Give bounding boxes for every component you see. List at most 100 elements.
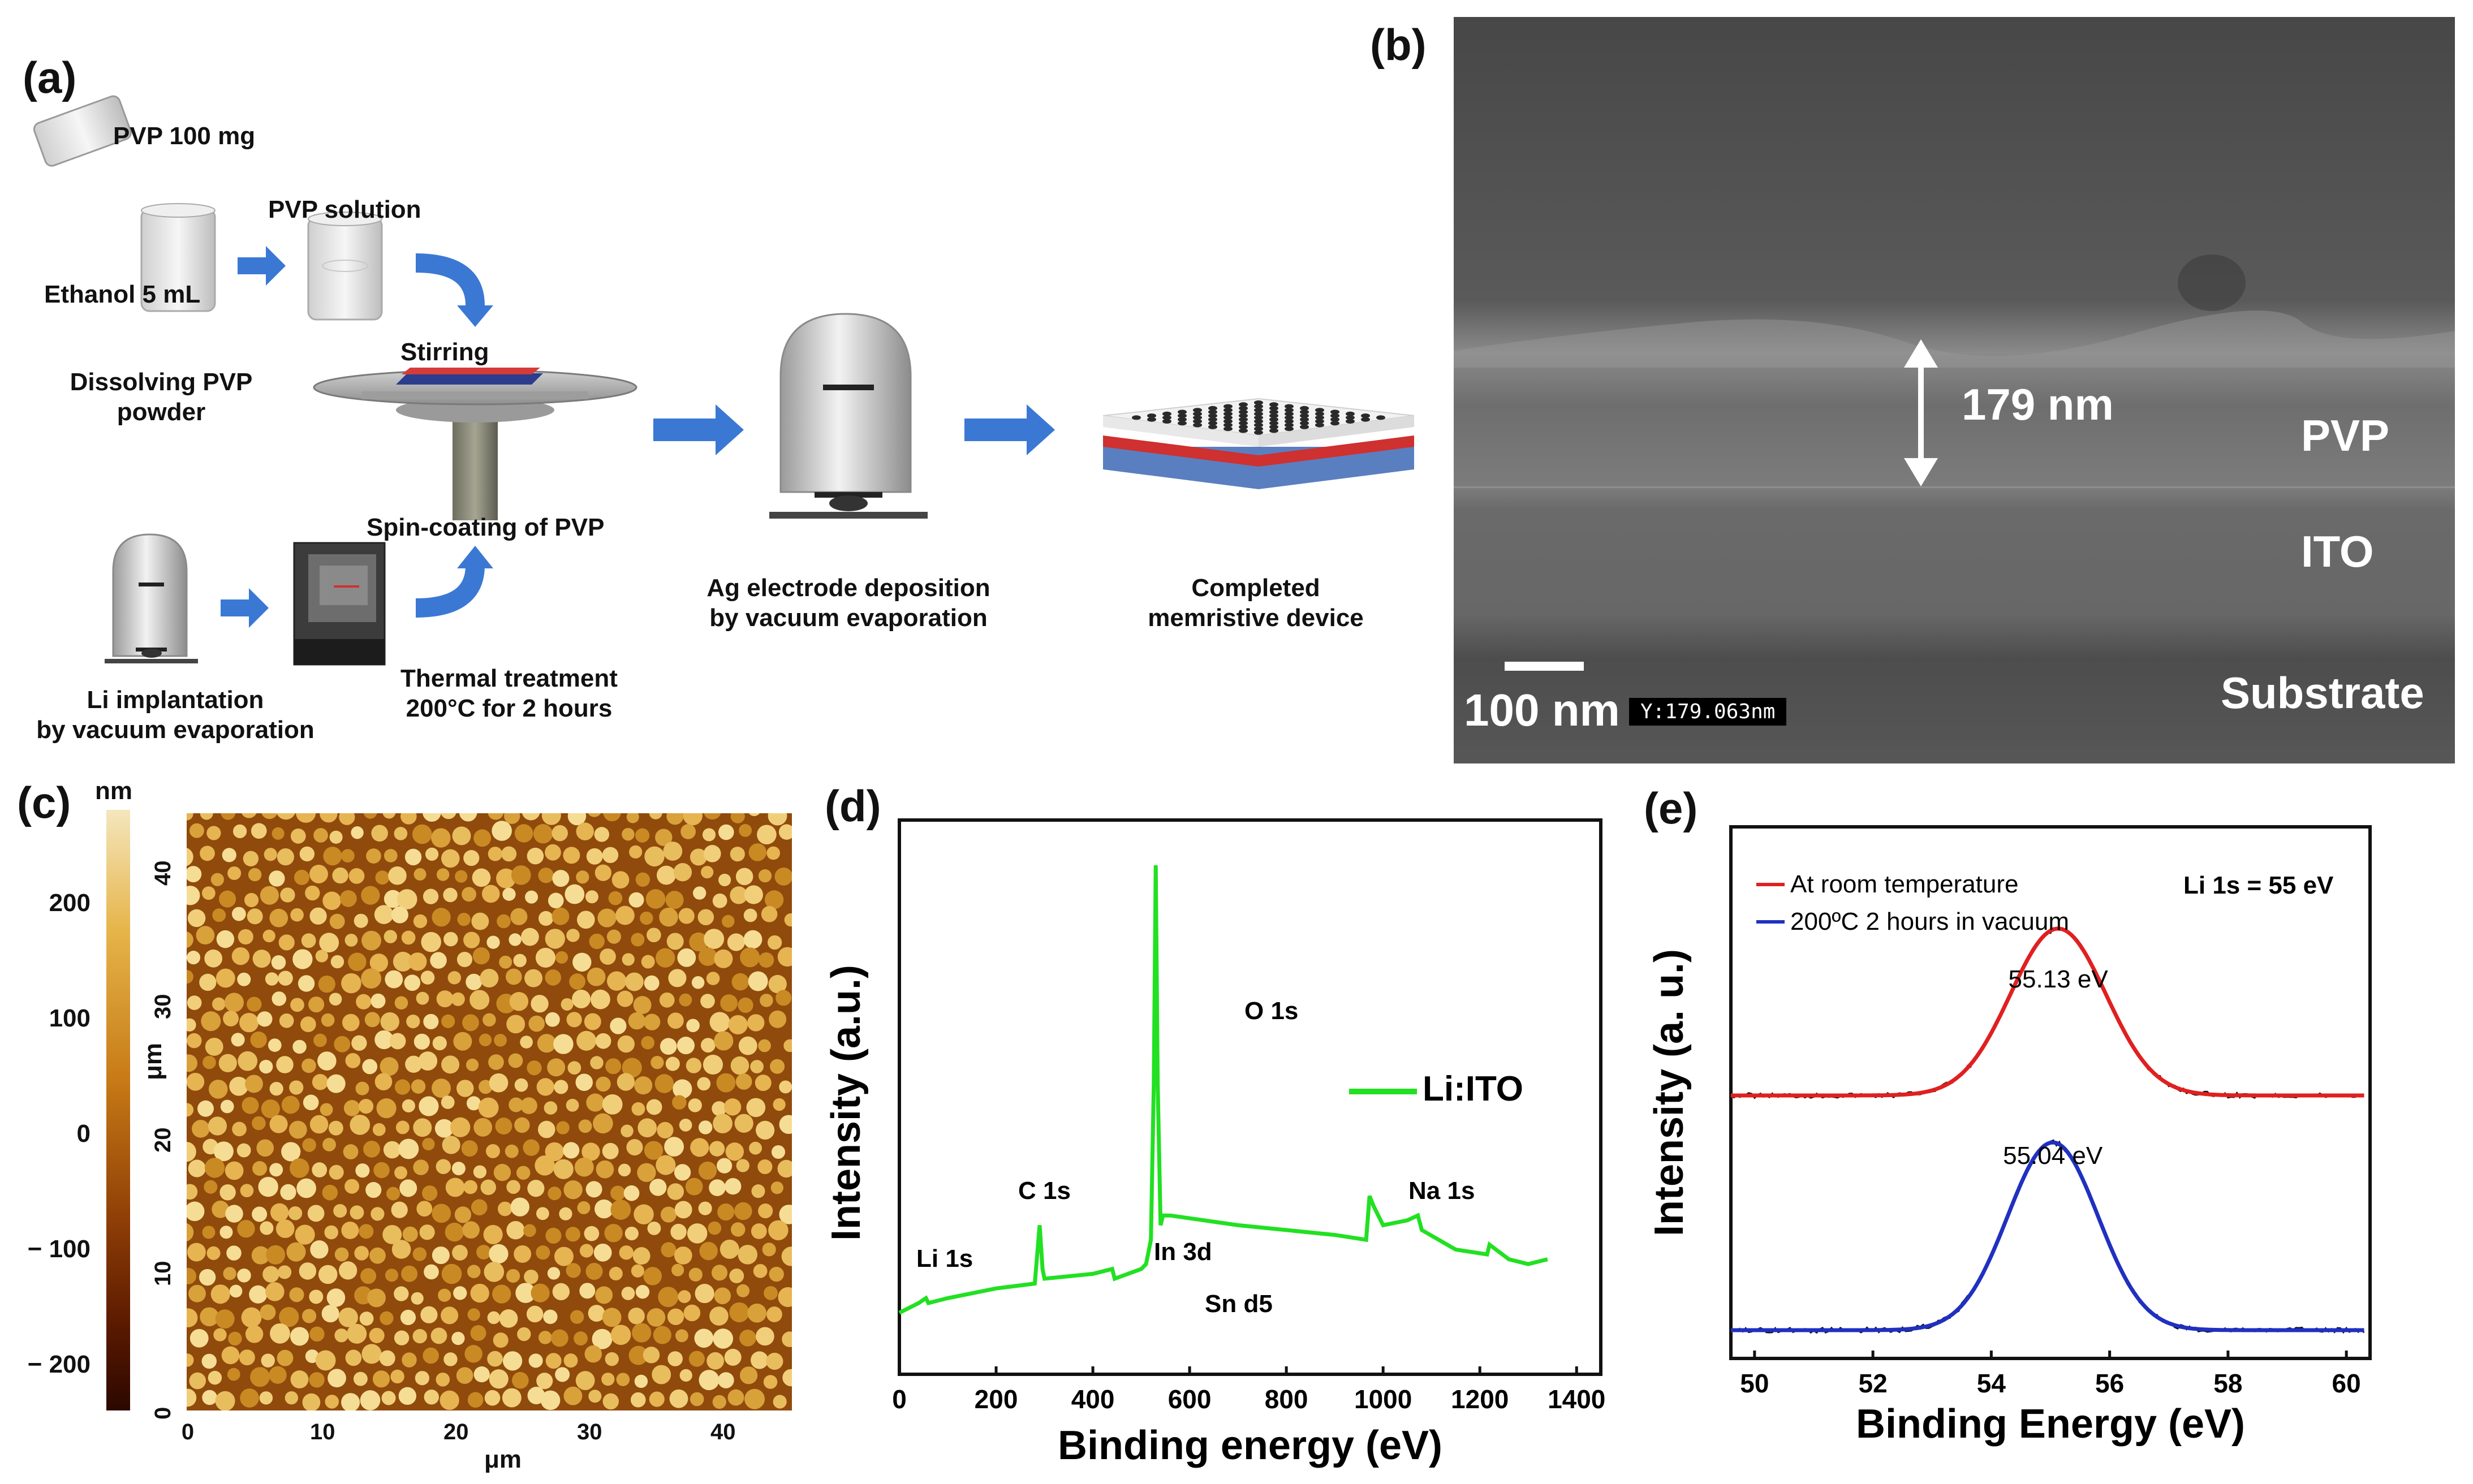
afm-grain [590, 1056, 604, 1069]
afm-grain [221, 1346, 240, 1365]
afm-grain [738, 1036, 757, 1055]
afm-grain [547, 1267, 561, 1280]
afm-grain [602, 1142, 619, 1159]
afm-grain [488, 1054, 504, 1070]
afm-grain [202, 1390, 217, 1405]
x-axis-label: Binding Energy (eV) [1856, 1401, 2245, 1447]
afm-grain [187, 1018, 196, 1032]
afm-grain [290, 998, 304, 1012]
afm-grain [488, 813, 504, 820]
afm-grain [750, 1060, 764, 1073]
afm-grain [617, 1073, 635, 1091]
afm-grain [248, 868, 262, 882]
afm-x-tick-label: 30 [577, 1420, 602, 1444]
afm-grain [621, 1124, 634, 1138]
afm-grain [586, 1093, 605, 1112]
afm-grain [674, 1164, 691, 1181]
afm-grain [492, 1284, 511, 1304]
electrode-dot [1315, 411, 1324, 416]
afm-grain [463, 1180, 478, 1194]
afm-grain [751, 1184, 765, 1198]
afm-grain [489, 1073, 509, 1093]
afm-grain [674, 1246, 692, 1265]
afm-grain [381, 1391, 396, 1405]
afm-grain [424, 1264, 439, 1280]
afm-grain [540, 1390, 561, 1410]
afm-grain [633, 996, 652, 1015]
afm-x-tick-label: 40 [710, 1420, 736, 1444]
afm-grain [506, 1015, 525, 1034]
afm-grain [318, 1265, 338, 1284]
afm-grain [281, 1142, 301, 1162]
dissolving-line2: powder [117, 398, 206, 426]
panel-b-letter: (b) [1370, 20, 1427, 70]
peak-label: O 1s [1244, 997, 1298, 1025]
afm-grain [260, 886, 279, 905]
electrode-dot [1269, 428, 1278, 433]
afm-grain [768, 1220, 789, 1241]
electrode-dot [1330, 421, 1339, 426]
electrode-dot [1223, 404, 1233, 409]
afm-grain [307, 1205, 325, 1222]
afm-grain [656, 1155, 676, 1175]
afm-grain [208, 1370, 222, 1385]
afm-grain [232, 824, 247, 839]
afm-grain [473, 1366, 490, 1383]
afm-grain [472, 947, 490, 965]
afm-grain [601, 1373, 615, 1386]
electrode-dot [1285, 408, 1294, 413]
afm-grain [485, 1144, 500, 1158]
afm-grain [610, 1200, 631, 1220]
afm-grain [355, 1163, 370, 1178]
electrode-dot [1285, 426, 1294, 432]
afm-grain [766, 1352, 783, 1370]
afm-grain [206, 1246, 221, 1260]
electrode-dot [1361, 417, 1370, 422]
afm-grain [503, 813, 520, 824]
afm-grain [593, 1113, 613, 1134]
afm-grain [784, 913, 792, 927]
afm-grain [695, 1284, 714, 1304]
afm-grain [574, 1157, 594, 1177]
afm-grain [545, 844, 561, 861]
afm-grain [452, 1245, 468, 1261]
afm-grain [272, 827, 285, 840]
afm-grain [420, 970, 435, 985]
afm-grain [688, 1267, 703, 1282]
afm-grain [545, 1142, 564, 1162]
afm-grain [673, 1079, 692, 1099]
afm-grain [436, 1159, 451, 1175]
afm-grain [514, 1117, 530, 1133]
afm-grain [344, 1179, 360, 1194]
afm-grain [779, 1080, 792, 1094]
afm-grain [699, 1370, 720, 1391]
afm-grain [631, 1264, 645, 1278]
afm-grain [236, 1143, 251, 1158]
afm-grain [764, 1285, 778, 1300]
afm-grain [369, 954, 389, 972]
afm-grain [416, 1201, 433, 1217]
afm-grain [528, 1015, 545, 1032]
afm-grain [708, 1221, 722, 1235]
afm-grain [260, 1221, 274, 1235]
afm-grain [302, 1138, 316, 1152]
afm-grain [441, 849, 460, 868]
afm-grain [584, 1226, 600, 1241]
afm-grain [618, 1163, 631, 1177]
afm-grain [713, 1328, 734, 1349]
afm-grain [276, 1056, 294, 1073]
afm-grain [351, 826, 364, 839]
afm-grain [778, 1287, 792, 1308]
afm-grain [247, 996, 262, 1012]
afm-grain [355, 1081, 369, 1095]
afm-grain [704, 813, 721, 820]
afm-grain [670, 1223, 687, 1240]
afm-grain [454, 1206, 472, 1223]
ito-layer-label: ITO [2301, 527, 2374, 576]
afm-grain [480, 969, 499, 988]
afm-grain [334, 1036, 351, 1052]
afm-grain [432, 1036, 447, 1051]
afm-grain [462, 887, 477, 902]
afm-grain [484, 1390, 501, 1406]
afm-grain [260, 1304, 276, 1321]
